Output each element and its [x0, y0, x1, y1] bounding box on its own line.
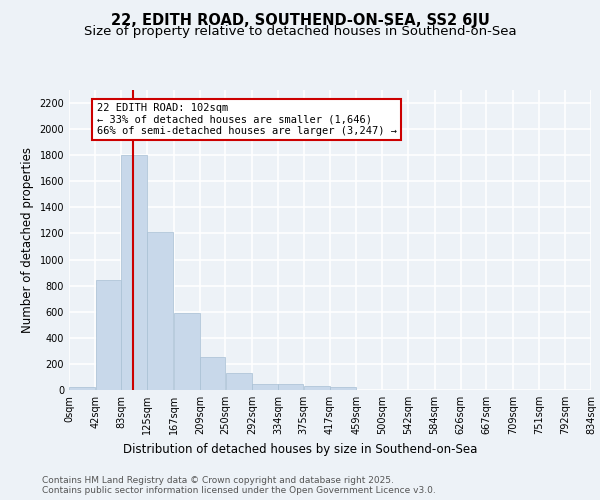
- Bar: [148, 232, 173, 390]
- Text: Distribution of detached houses by size in Southend-on-Sea: Distribution of detached houses by size …: [123, 442, 477, 456]
- Bar: [304, 386, 330, 390]
- Text: Contains HM Land Registry data © Crown copyright and database right 2025.
Contai: Contains HM Land Registry data © Crown c…: [42, 476, 436, 495]
- Text: 22, EDITH ROAD, SOUTHEND-ON-SEA, SS2 6JU: 22, EDITH ROAD, SOUTHEND-ON-SEA, SS2 6JU: [110, 12, 490, 28]
- Text: 22 EDITH ROAD: 102sqm
← 33% of detached houses are smaller (1,646)
66% of semi-d: 22 EDITH ROAD: 102sqm ← 33% of detached …: [97, 103, 397, 136]
- Bar: [69, 386, 95, 390]
- Bar: [121, 155, 147, 390]
- Bar: [174, 313, 200, 390]
- Y-axis label: Number of detached properties: Number of detached properties: [21, 147, 34, 333]
- Bar: [226, 373, 251, 390]
- Bar: [200, 356, 225, 390]
- Bar: [330, 388, 356, 390]
- Text: Size of property relative to detached houses in Southend-on-Sea: Size of property relative to detached ho…: [83, 25, 517, 38]
- Bar: [252, 384, 278, 390]
- Bar: [278, 384, 304, 390]
- Bar: [95, 280, 121, 390]
